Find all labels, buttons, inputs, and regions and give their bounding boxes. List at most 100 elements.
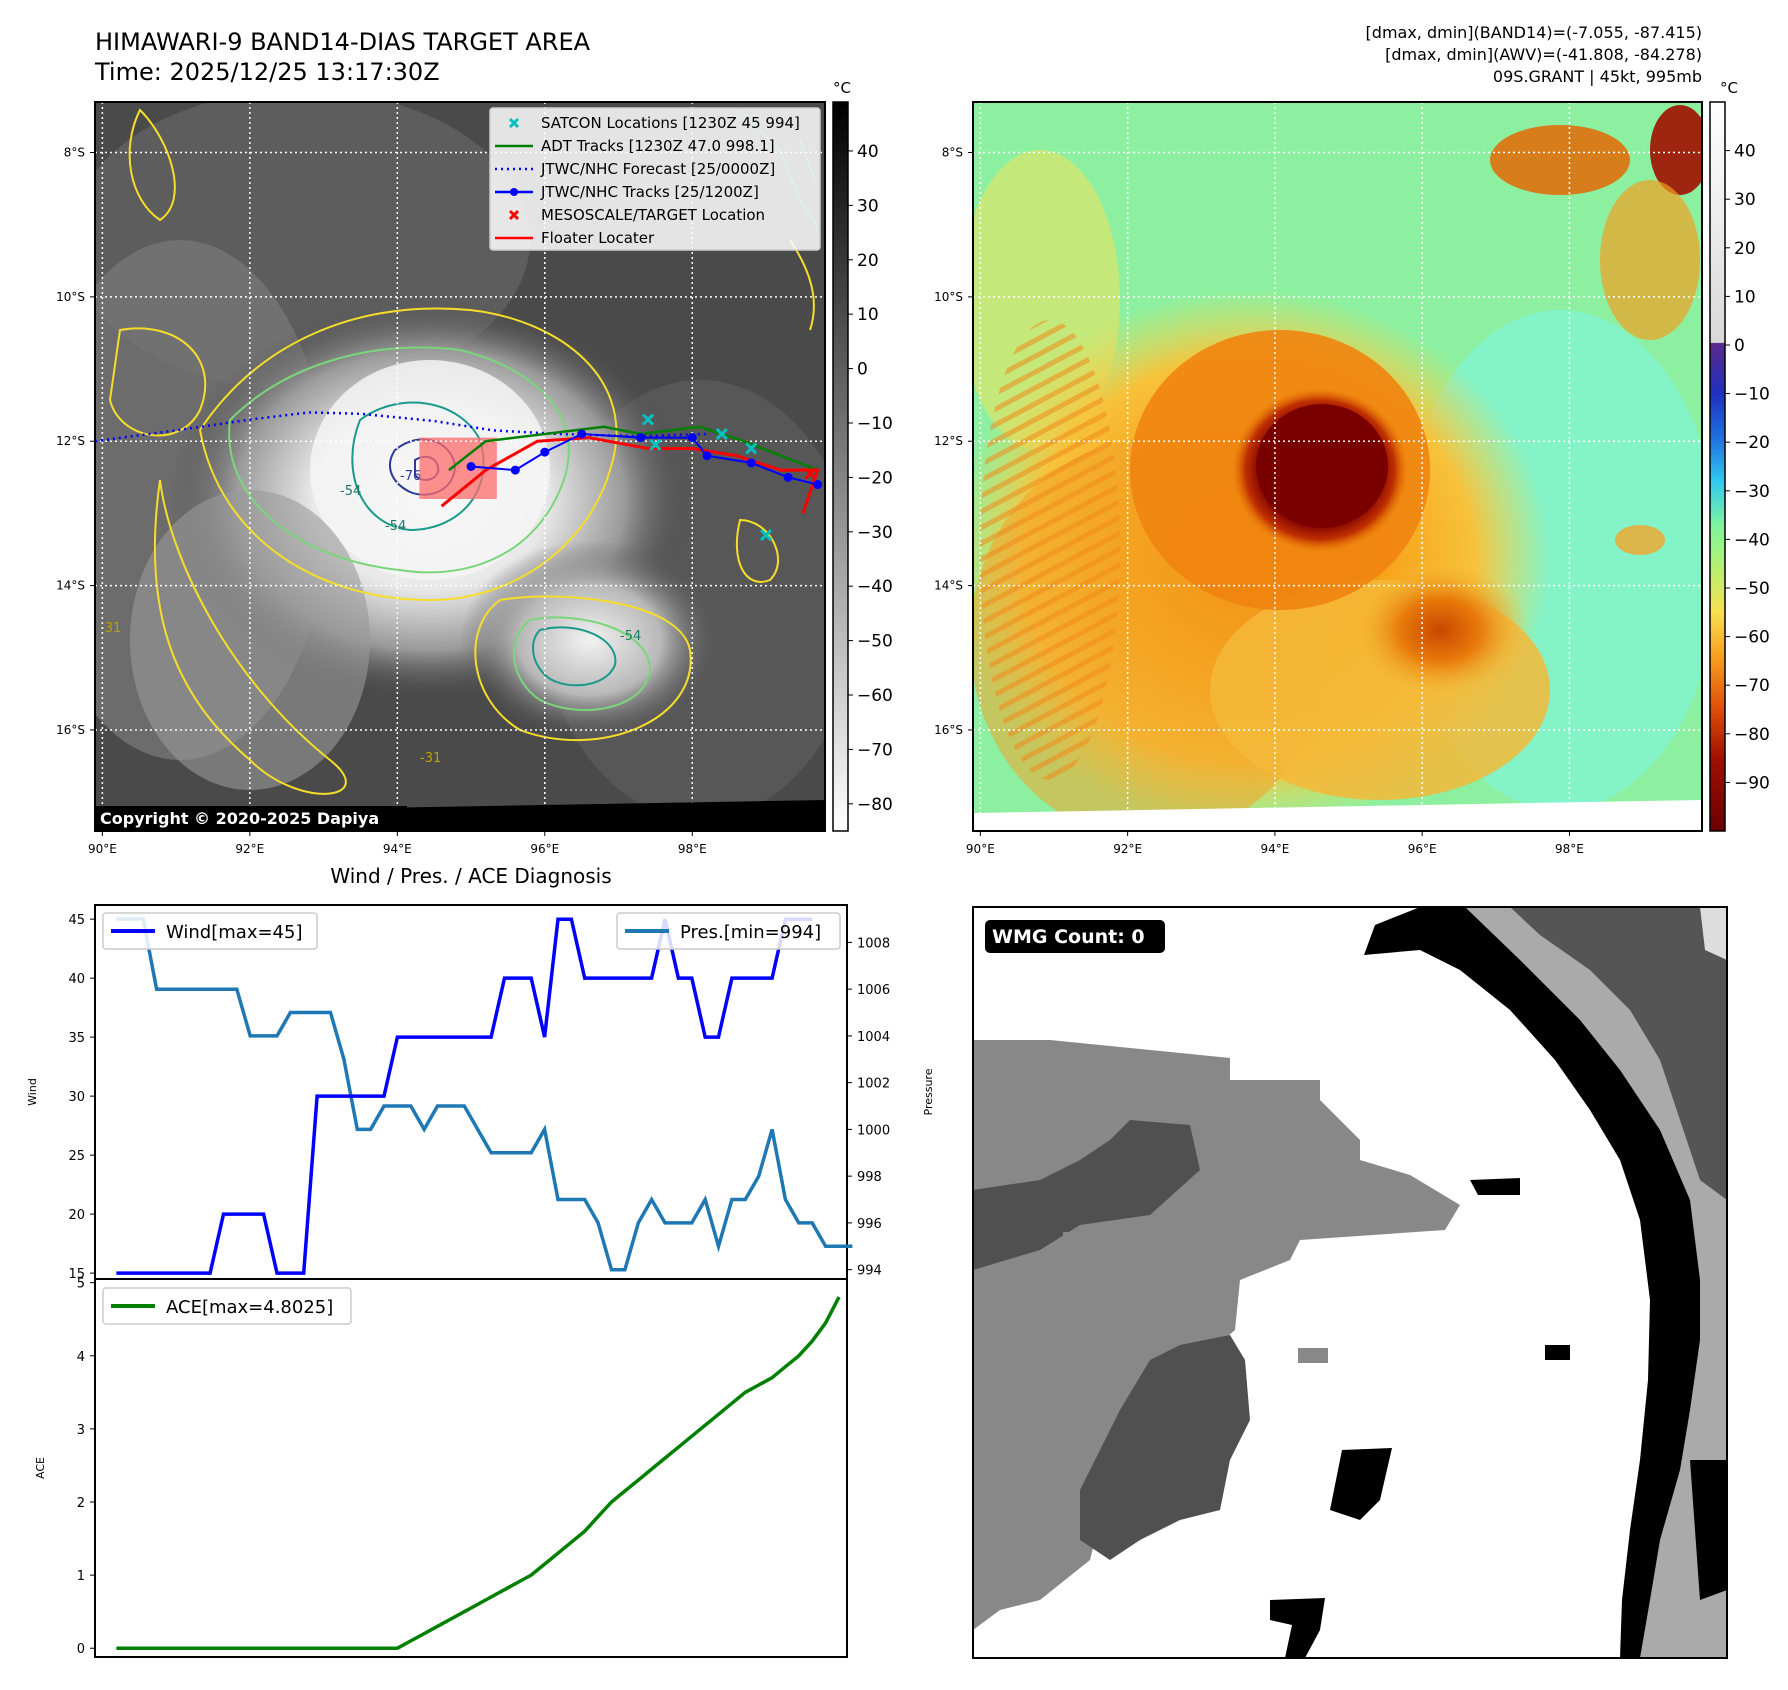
info-band14: [dmax, dmin](BAND14)=(-7.055, -87.415)	[1366, 23, 1702, 42]
map-legend: SATCON Locations [1230Z 45 994] ADT Track…	[489, 107, 821, 251]
colorbar-tick-label: 30	[857, 196, 879, 216]
ir-enhanced-map	[973, 102, 1702, 831]
lat-tick-label: 12°S	[56, 434, 85, 448]
figure-time: Time: 2025/12/25 13:17:30Z	[94, 58, 440, 86]
wind-line	[116, 917, 813, 1275]
lon-tick-label: 92°E	[235, 842, 264, 856]
lon-tick-label: 96°E	[530, 842, 559, 856]
colorbar-tick-label: −10	[1734, 385, 1770, 405]
contour-label: -54	[340, 484, 361, 499]
colorbar-tick-label: −70	[1734, 676, 1770, 696]
colorbar-tick-label: −20	[857, 468, 893, 488]
best-track-point	[577, 429, 587, 439]
ace-tick-label: 0	[77, 1642, 85, 1657]
colorbar-tick-label: −40	[857, 577, 893, 597]
pressure-tick-label: 996	[857, 1217, 882, 1232]
legend-label: JTWC/NHC Forecast [25/0000Z]	[540, 160, 775, 178]
satcon-marker-stroke	[759, 529, 773, 542]
figure-title: HIMAWARI-9 BAND14-DIAS TARGET AREA	[95, 28, 591, 56]
satcon-marker-stroke	[641, 413, 655, 426]
wind-legend-label: Wind[max=45]	[166, 922, 303, 943]
map-gridlines	[973, 102, 1702, 831]
target-marker	[804, 467, 817, 480]
satcon-marker	[759, 529, 773, 542]
floater-track	[440, 436, 820, 514]
wind-tick-label: 45	[68, 913, 85, 928]
wind-axes: 15 20 25 30 35 40 45 994 996 998 1000 1002 1004 1006 1…	[68, 913, 890, 1282]
left-colorbar-unit: °C	[833, 79, 851, 97]
lon-tick-label: 90°E	[88, 842, 117, 856]
best-track-point	[466, 462, 476, 471]
colorbar-tick-label: −30	[1734, 482, 1770, 502]
legend-marker	[508, 117, 520, 129]
wind-pressure-chart: 15 20 25 30 35 40 45 994 996 998 1000 1002 1004 1006 1…	[26, 904, 935, 1282]
legend-item: SATCON Locations [1230Z 45 994]	[508, 114, 800, 132]
lon-tick-label: 96°E	[1408, 842, 1437, 856]
left-colorbar: °C 40 30 20 10 0 −10 −20 −30 −40 −50 −60 −70 −80	[832, 79, 893, 832]
right-colorbar-unit: °C	[1720, 79, 1738, 97]
copyright-text: Copyright © 2020-2025 Dapiya	[100, 809, 379, 828]
wind-legend: Wind[max=45]	[102, 912, 318, 950]
colorbar-tick-label: 10	[1734, 287, 1756, 307]
legend-marker	[508, 209, 520, 221]
wind-pressure-series	[116, 917, 853, 1275]
pressure-tick-label: 998	[857, 1170, 882, 1185]
contour-label: -31	[100, 621, 121, 636]
lon-tick-label: 98°E	[1555, 842, 1584, 856]
colorbar-tick-label: 30	[1734, 190, 1756, 210]
legend-label: MESOSCALE/TARGET Location	[541, 206, 765, 224]
wind-tick-label: 35	[68, 1031, 85, 1046]
colorbar-tick-label: 0	[857, 360, 868, 380]
best-track-point	[510, 465, 520, 475]
colorbar-tick-label: −50	[857, 632, 893, 652]
satcon-marker-stroke	[745, 442, 758, 455]
wind-tick-label: 20	[68, 1208, 85, 1223]
contour-label: -31	[420, 751, 441, 766]
lon-tick-label: 94°E	[383, 842, 412, 856]
ace-tick-label: 1	[77, 1569, 85, 1584]
diagnosis-title: Wind / Pres. / ACE Diagnosis	[330, 864, 611, 888]
lat-tick-label: 16°S	[934, 723, 963, 737]
ace-line	[116, 1296, 841, 1650]
lat-tick-label: 10°S	[56, 290, 85, 304]
lat-tick-label: 8°S	[64, 146, 85, 160]
lon-tick-label: 92°E	[1113, 842, 1142, 856]
best-track	[471, 432, 818, 486]
ace-tick-label: 3	[77, 1423, 85, 1438]
colorbar-tick-label: 0	[1734, 336, 1745, 356]
lon-tick-label: 98°E	[678, 842, 707, 856]
satcon-marker-stroke	[649, 438, 662, 451]
best-track-point	[813, 480, 823, 490]
colorbar-tick-label: −60	[1734, 628, 1770, 648]
wind-ylabel: Wind	[26, 1078, 39, 1106]
colorbar-tick-label: 10	[857, 305, 879, 325]
lat-tick-label: 14°S	[56, 579, 85, 593]
legend-label: ADT Tracks [1230Z 47.0 998.1]	[541, 137, 775, 155]
lat-tick-label: 14°S	[934, 579, 963, 593]
pressure-tick-label: 994	[857, 1264, 882, 1279]
info-storm: 09S.GRANT | 45kt, 995mb	[1493, 67, 1702, 86]
legend-item: JTWC/NHC Tracks [25/1200Z]	[495, 183, 759, 201]
legend-label: Floater Locater	[541, 229, 655, 247]
legend-marker	[510, 188, 518, 196]
colorbar-tick-label: −50	[1734, 579, 1770, 599]
legend-label: SATCON Locations [1230Z 45 994]	[541, 114, 800, 132]
best-track-point	[687, 433, 697, 443]
colorbar-tick-label: 40	[1734, 142, 1756, 162]
wmg-count-badge: WMG Count: 0	[985, 920, 1165, 953]
contour-label: -76	[400, 469, 421, 484]
legend-item: JTWC/NHC Forecast [25/0000Z]	[495, 160, 775, 178]
satcon-marker	[715, 427, 728, 441]
pressure-tick-label: 1002	[857, 1077, 890, 1092]
colorbar-tick-label: −80	[1734, 725, 1770, 745]
wind-tick-label: 40	[68, 972, 85, 987]
satcon-marker-stroke	[715, 427, 728, 441]
info-awv: [dmax, dmin](AWV)=(-41.808, -84.278)	[1385, 45, 1702, 64]
left-map-ticks: 90°E 92°E 94°E 96°E 98°E 8°S 10°S 12°S 14°S 16°S	[56, 146, 707, 856]
lat-tick-label: 12°S	[934, 434, 963, 448]
ace-tick-label: 2	[77, 1496, 85, 1511]
colorbar-tick-label: −10	[857, 414, 893, 434]
best-track-point	[702, 451, 712, 461]
ace-series	[116, 1296, 841, 1650]
